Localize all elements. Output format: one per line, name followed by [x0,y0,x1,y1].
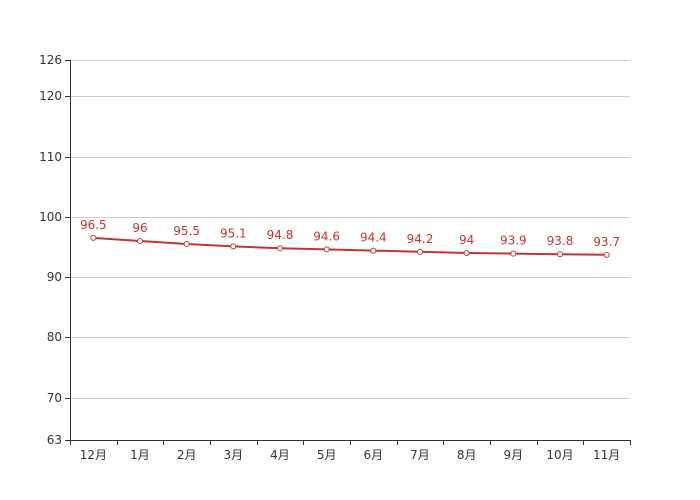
x-tick-label: 9月 [504,448,524,462]
data-point [510,250,517,257]
data-point [557,251,563,258]
data-label: 93.7 [593,235,620,249]
x-tick-label: 10月 [546,448,573,462]
x-tick-label: 1月 [130,448,150,462]
data-point [183,240,190,247]
data-point [417,248,423,255]
data-label: 95.1 [220,226,247,240]
data-label: 96.5 [80,218,107,232]
data-label: 94.4 [360,231,387,245]
data-point [370,247,377,254]
data-point [137,237,143,244]
y-tick-label: 120 [39,89,62,103]
x-tick-label: 8月 [457,448,477,462]
y-tick-label: 110 [39,150,62,164]
x-tick-label: 11月 [593,448,620,462]
x-tick-label: 3月 [224,448,244,462]
x-tick-label: 12月 [80,448,107,462]
x-tick-label: 2月 [177,448,197,462]
y-tick-label: 90 [47,270,62,284]
data-label: 93.9 [500,234,527,248]
data-point [230,243,237,250]
y-tick-label: 63 [47,433,62,447]
series-line [93,236,607,256]
y-tick-label: 126 [39,53,62,67]
data-label: 94 [459,233,474,247]
y-tick-label: 70 [47,391,62,405]
data-point [90,234,97,241]
y-axis-ticks: 63 70 80 90 100 110 120 126 [39,53,70,447]
x-tick-label: 5月 [317,448,337,462]
x-tick-label: 7月 [410,448,430,462]
y-tick-label: 80 [47,330,62,344]
data-point [463,250,470,257]
data-label: 95.5 [173,224,200,238]
data-point [603,251,610,258]
y-tick-label: 100 [39,210,62,224]
data-point [323,246,330,253]
series-group: 96.5 96 95.5 95.1 94.8 94.6 94.4 94.2 94 93.9 93.8… [80,218,620,258]
data-point [277,245,283,252]
x-tick-label: 4月 [270,448,290,462]
data-label: 93.8 [547,234,574,248]
x-axis-ticks: 12月 1月 2月 3月 4月 5月 6月 7月 8月 9月 10月 11月 [70,440,631,462]
gridlines [70,60,630,399]
data-label: 94.6 [313,229,340,243]
data-label: 94.8 [267,228,294,242]
x-tick-label: 6月 [364,448,384,462]
data-label: 96 [132,221,147,235]
data-label: 94.2 [407,232,434,246]
